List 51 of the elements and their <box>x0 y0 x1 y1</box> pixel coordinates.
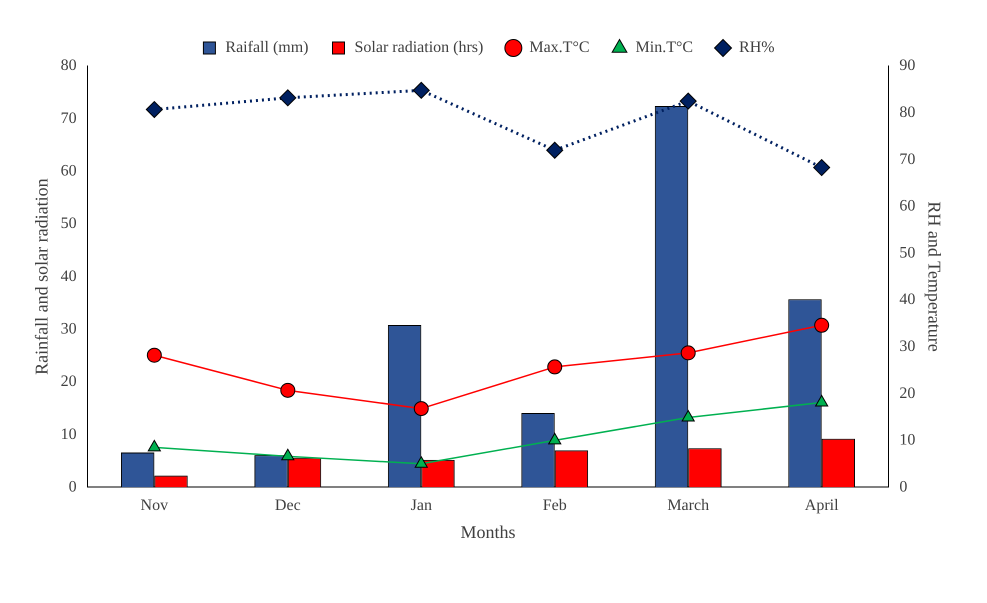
point <box>548 432 562 444</box>
y-tick-label: 50 <box>60 215 77 232</box>
y-tick-label: 10 <box>60 426 77 443</box>
y-tick-label: 60 <box>60 162 77 180</box>
x-tick-label: Nov <box>140 497 168 514</box>
point <box>414 456 428 468</box>
y2-tick-label: 80 <box>899 104 916 122</box>
y-tick-label: 40 <box>60 268 77 285</box>
y2-tick-label: 60 <box>899 198 916 215</box>
y2-tick-label: 10 <box>899 432 916 449</box>
point <box>680 92 697 110</box>
x-tick-label: April <box>804 497 840 514</box>
y2-tick-label: 70 <box>899 150 916 168</box>
y2-axis-title: RH and Temperature <box>924 201 944 352</box>
y2-tick-label: 90 <box>899 57 916 74</box>
y2-tick-label: 40 <box>899 291 916 308</box>
x-tick-label: Feb <box>542 497 567 514</box>
point <box>148 440 161 452</box>
y2-tick-label: 20 <box>899 384 916 402</box>
x-tick-label: Jan <box>410 497 432 514</box>
point <box>815 394 828 406</box>
point <box>146 101 163 118</box>
y-tick-label: 70 <box>60 110 77 127</box>
point <box>680 345 696 360</box>
point <box>546 142 564 159</box>
x-axis-title: Months <box>460 522 516 542</box>
legend-label: Solar radiation (hrs) <box>354 39 484 56</box>
legend-label: RH% <box>739 39 775 56</box>
legend-label: Max.T°C <box>529 39 590 56</box>
legend-label: Raifall (mm) <box>225 39 309 56</box>
point <box>412 82 430 99</box>
x-tick-label: March <box>667 497 710 514</box>
y-axis-title: Rainfall and solar radiation <box>32 178 52 375</box>
y2-tick-label: 50 <box>899 244 916 262</box>
x-tick-label: Dec <box>274 497 301 514</box>
y-tick-label: 0 <box>68 478 77 496</box>
legend-label: Min.T°C <box>636 39 694 56</box>
y2-tick-label: 30 <box>899 338 916 356</box>
point <box>682 410 695 422</box>
point <box>814 318 830 333</box>
point <box>813 159 830 176</box>
y2-tick-label: 0 <box>899 478 908 496</box>
point <box>279 89 296 106</box>
point <box>414 401 429 416</box>
point <box>280 382 296 398</box>
y-tick-label: 20 <box>60 373 77 390</box>
point <box>146 348 162 363</box>
point <box>281 448 294 460</box>
point <box>547 359 562 374</box>
y-tick-label: 80 <box>60 57 77 74</box>
y-tick-label: 30 <box>60 320 77 338</box>
